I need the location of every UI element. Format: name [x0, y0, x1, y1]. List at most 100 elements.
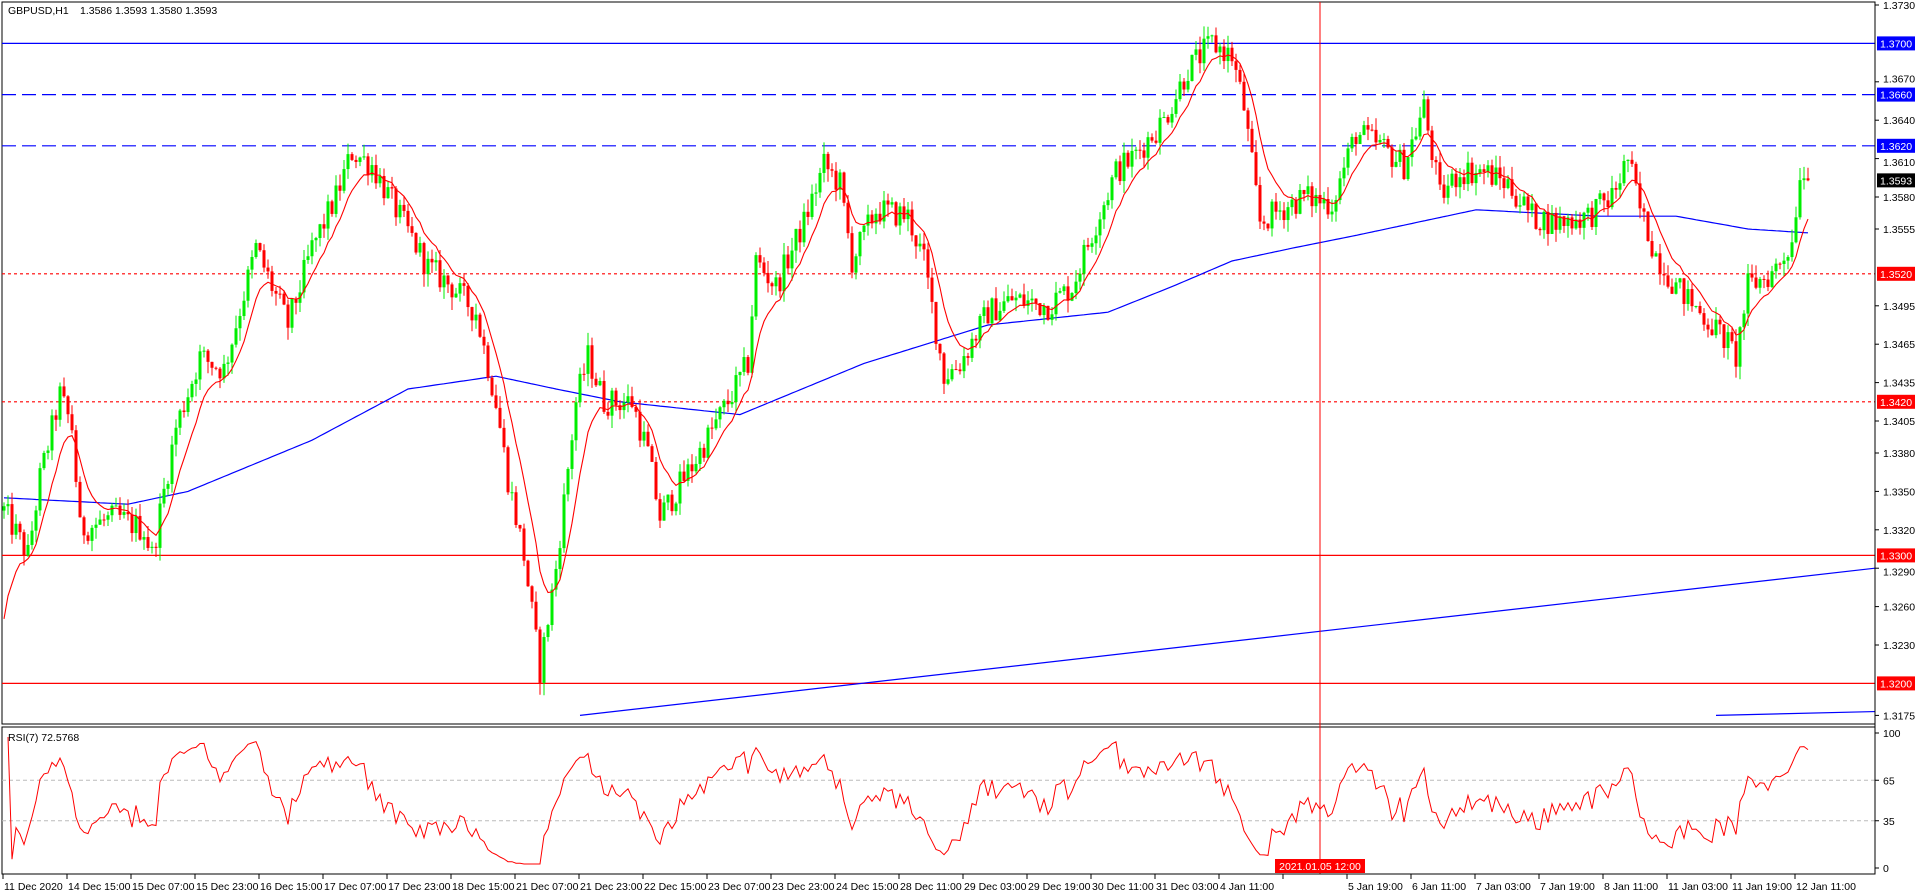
candle-body [318, 224, 322, 238]
candle [1282, 202, 1286, 229]
candle-body [1466, 162, 1470, 185]
candle [998, 302, 1002, 322]
candle [1010, 288, 1014, 301]
candle [414, 232, 418, 255]
candle [534, 591, 538, 632]
time-tick-label: 12 Jan 11:00 [1796, 881, 1856, 893]
candle-body [1082, 244, 1086, 274]
candle [1302, 189, 1306, 202]
candle-body [406, 210, 410, 227]
price-axis[interactable]: 1.3730 1.3670 1.3640 1.3610 1.3580 1.3555 1.34… [1874, 0, 1915, 874]
time-tick-label: 16 Dec 15:00 [260, 881, 323, 893]
candle-body [354, 159, 358, 162]
candle [198, 344, 202, 391]
rsi-panel[interactable]: RSI(7) 72.5768 [1, 726, 1876, 875]
candle [866, 204, 870, 236]
candle [1194, 41, 1198, 61]
candle [686, 458, 690, 487]
candle [1198, 36, 1202, 74]
candle [1630, 151, 1634, 168]
candle-body [1622, 161, 1626, 184]
candle [1310, 182, 1314, 218]
candle-body [126, 512, 130, 515]
candle [1190, 54, 1194, 82]
candle-body [1542, 211, 1546, 231]
candle [738, 371, 742, 387]
candle-body [1102, 205, 1106, 220]
candle-body [1298, 189, 1302, 214]
candle-body [1174, 99, 1178, 114]
candle-body [738, 371, 742, 376]
candle [1490, 159, 1494, 187]
trend-line[interactable] [1715, 710, 1876, 716]
candle-body [806, 211, 810, 217]
candle-body [754, 255, 758, 317]
candle-body [842, 172, 846, 203]
candle-body [470, 307, 474, 321]
crosshair-time-text: 2021.01.05 12:00 [1279, 861, 1361, 873]
candle [518, 524, 522, 532]
candle-body [478, 314, 482, 337]
candle-body [1742, 313, 1746, 328]
candle-body [246, 269, 250, 301]
candle-body [314, 237, 318, 241]
candle-body [1642, 208, 1646, 212]
time-tick-label: 21 Dec 07:00 [516, 881, 579, 893]
candle [1226, 35, 1230, 73]
time-axis[interactable]: 11 Dec 2020 14 Dec 15:00 15 Dec 07:00 15 De… [2, 873, 1875, 893]
trend-line[interactable] [579, 567, 1876, 716]
candle-body [250, 256, 254, 270]
candle [1394, 150, 1398, 168]
candle-body [926, 249, 930, 278]
candle-body [746, 357, 750, 373]
candle-body [554, 568, 558, 590]
candle [742, 347, 746, 376]
candle-body [1006, 296, 1010, 302]
candle-body [226, 362, 230, 364]
candle [90, 525, 94, 552]
candle-body [870, 214, 874, 224]
candle [554, 560, 558, 597]
candle-body [62, 386, 66, 397]
candle-body [490, 377, 494, 396]
candle [146, 526, 150, 551]
candle [1798, 168, 1802, 220]
candle-body [274, 290, 278, 294]
candle-body [1014, 297, 1018, 301]
time-tick-label: 17 Dec 23:00 [388, 881, 451, 893]
candle-body [1710, 329, 1714, 336]
candle [954, 359, 958, 371]
candle-body [970, 338, 974, 358]
candle-body [1114, 161, 1118, 178]
candle-body [254, 243, 258, 257]
candle [1434, 156, 1438, 175]
candle-body [1086, 244, 1090, 247]
candle-body [522, 528, 526, 561]
candle-body [1534, 203, 1538, 229]
candle [690, 454, 694, 483]
candle [854, 253, 858, 280]
candle [62, 377, 66, 398]
candle-body [286, 304, 290, 328]
candle-body [570, 440, 574, 469]
candle [158, 493, 162, 561]
candle [1470, 157, 1474, 186]
candle [786, 245, 790, 275]
candle-body [706, 427, 710, 458]
price-panel[interactable]: GBPUSD,H1 1.3586 1.3593 1.3580 1.3593 [1, 1, 1876, 725]
candle-body [1738, 327, 1742, 367]
candle-body [998, 310, 1002, 321]
candle-body [1302, 189, 1306, 195]
candle-body [1450, 173, 1454, 186]
candle-body [86, 535, 90, 541]
candle [858, 231, 862, 266]
candle-body [1390, 147, 1394, 167]
price-tick-label: 1.3495 [1883, 301, 1915, 313]
candle [98, 510, 102, 525]
candle-body [786, 254, 790, 269]
candle [190, 380, 194, 402]
candle-body [1734, 341, 1738, 367]
candle [1554, 207, 1558, 242]
candle-body [370, 165, 374, 176]
